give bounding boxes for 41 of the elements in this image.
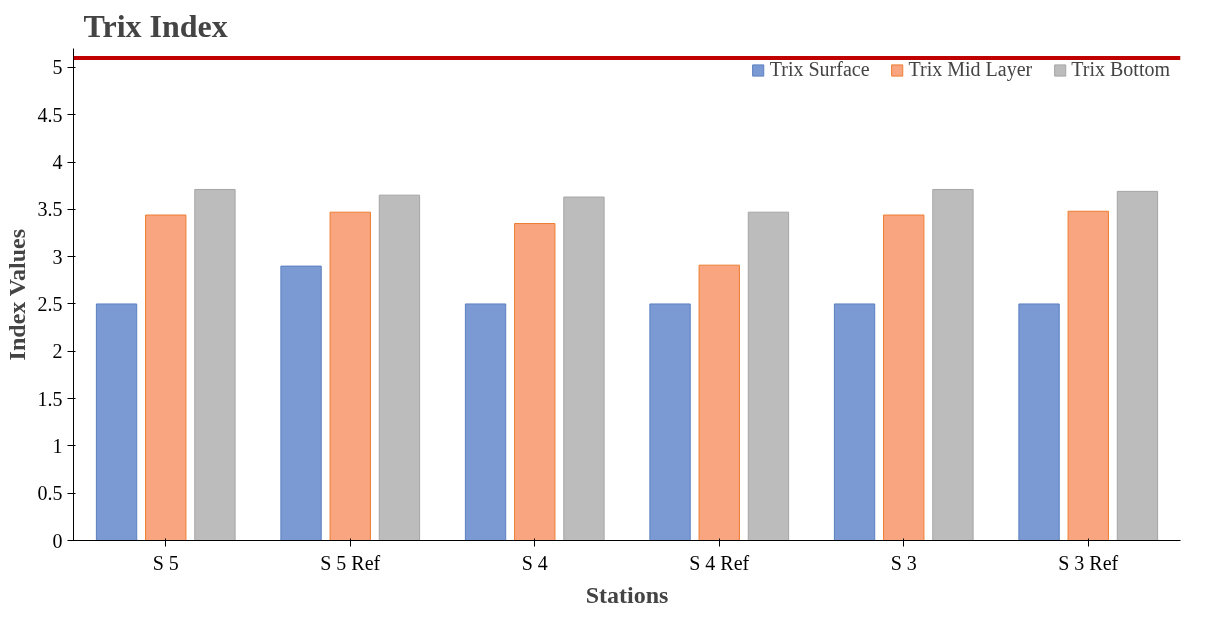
bar [95,303,138,541]
x-tick-label: S 3 Ref [1058,551,1119,574]
bar [1116,190,1159,541]
bar [932,188,974,541]
y-tick-label: 1.5 [37,387,63,410]
y-tick-label: 2 [52,340,63,363]
bar [464,303,507,541]
bar [1067,210,1109,541]
x-tick-label: S 4 Ref [689,551,750,574]
bar [378,194,421,541]
y-tick-label: 5 [52,56,63,79]
x-tick-label: S 5 [152,551,179,574]
legend-label: Trix Mid Layer [908,58,1033,81]
bar [1018,303,1060,541]
y-tick-label: 1 [52,434,63,457]
y-tick-label: 0 [52,529,63,552]
y-tick-label: 0.5 [37,482,63,505]
legend-label: Trix Bottom [1071,58,1170,81]
bar [833,303,876,541]
bar [280,265,322,541]
bar [649,303,691,541]
bar [145,214,187,541]
x-tick-label: S 5 Ref [320,551,381,574]
bar [563,196,605,541]
y-tick-label: 4 [52,151,63,174]
bar [514,223,556,541]
y-tick-label: 3.5 [37,198,63,221]
bar [329,211,371,541]
x-tick-label: S 3 [890,551,917,574]
y-axis-title: Index Values [3,229,30,361]
bar [698,264,740,541]
bar [883,214,925,541]
chart-title: Trix Index [83,7,228,44]
y-tick-label: 4.5 [37,103,63,126]
x-axis-title: Stations [585,581,669,608]
bar [194,188,236,541]
y-tick-label: 3 [52,245,63,268]
legend-label: Trix Surface [769,58,870,81]
bar [747,211,790,541]
y-tick-label: 2.5 [37,292,63,315]
x-tick-label: S 4 [521,551,548,574]
